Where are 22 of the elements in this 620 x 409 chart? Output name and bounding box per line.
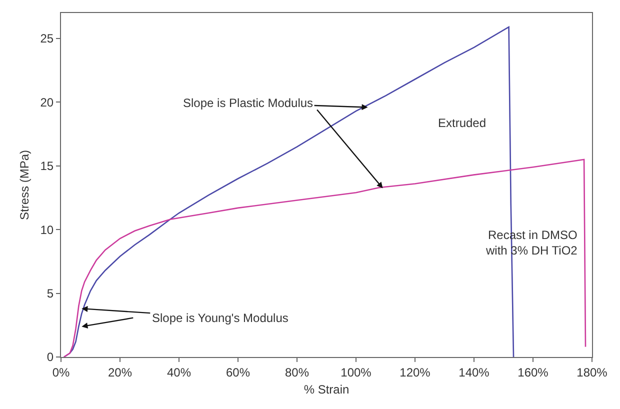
x-tick-label: 100% (340, 365, 372, 380)
x-tick-label: 40% (166, 365, 192, 380)
annotation: Slope is Plastic Modulus (183, 96, 314, 110)
x-axis-title: % Strain (304, 382, 350, 396)
series-label: Extruded (438, 116, 486, 130)
x-tick-label: 20% (108, 365, 132, 380)
y-tick-label: 5 (46, 286, 54, 300)
y-tick-label: 25 (40, 32, 54, 46)
x-tick-label: 0% (52, 365, 70, 380)
line-series (63, 158, 586, 357)
x-tick-label: 60% (226, 365, 250, 380)
y-axis-title: Stress (MPa) (18, 150, 32, 220)
y-tick-label: 15 (40, 159, 54, 174)
y-tick-label: 0 (46, 350, 54, 364)
x-tick-label: 140% (458, 365, 490, 380)
annotation: Slope is Young's Modulus (152, 311, 288, 325)
x-tick-label: 120% (400, 365, 431, 380)
x-tick-label: 80% (284, 365, 310, 380)
x-tick-label: 160% (518, 365, 549, 380)
y-tick-label: 10 (40, 222, 54, 237)
x-tick-label: 180% (576, 365, 608, 380)
y-tick-label: 20 (40, 95, 54, 110)
